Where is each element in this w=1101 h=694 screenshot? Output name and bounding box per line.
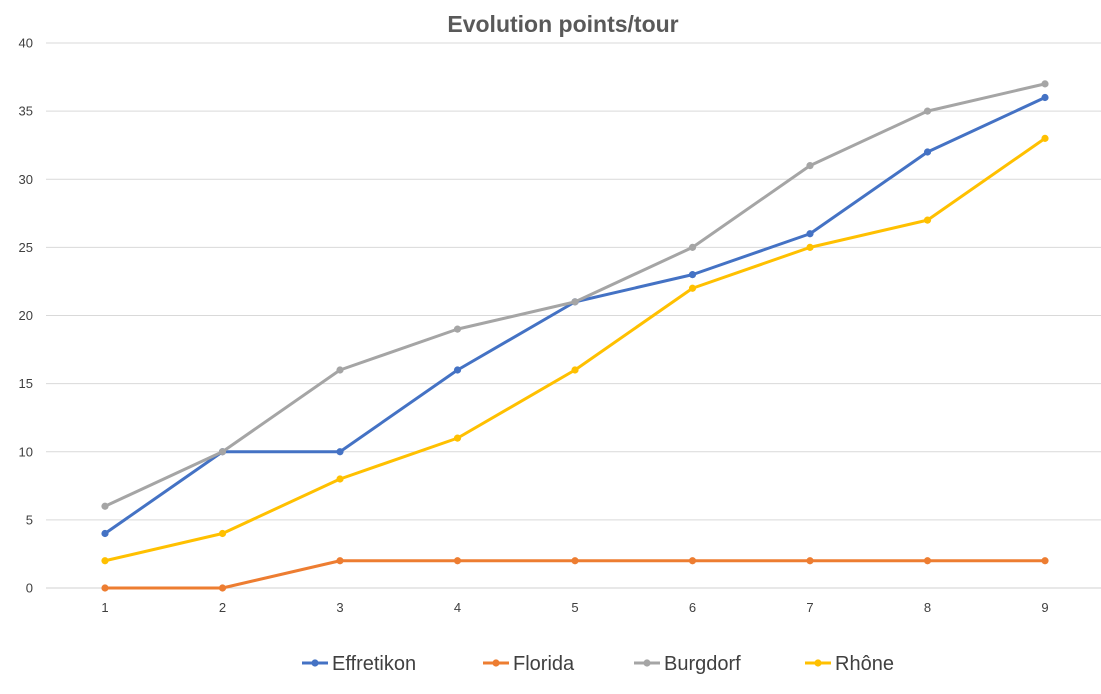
legend-label: Burgdorf [664,653,741,675]
legend-item-florida: Florida [483,653,575,675]
data-point [571,298,579,306]
y-tick-label: 25 [19,240,33,255]
data-point [571,366,579,374]
series-rh-ne [101,134,1049,565]
data-point [1041,93,1049,102]
legend-label: Florida [513,653,575,675]
x-tick-label: 4 [454,600,461,615]
data-point [923,557,932,565]
series-burgdorf [101,80,1049,510]
x-tick-label: 1 [101,600,108,615]
data-point [923,107,932,115]
legend-swatch-marker [814,659,822,667]
data-point [101,584,109,592]
x-tick-label: 6 [689,600,696,615]
data-point [688,284,697,292]
series-lines [101,80,1049,592]
x-axis: 1 2 3 4 5 6 7 8 9 [101,600,1048,615]
data-point [336,475,344,483]
data-point [218,584,227,592]
x-tick-label: 3 [336,600,343,615]
data-point [218,529,227,538]
data-point [101,529,109,538]
data-point [806,230,814,238]
legend-label: Rhône [835,653,894,675]
data-point [1041,80,1049,88]
legend-item-effretikon: Effretikon [302,653,416,675]
data-point [806,162,814,170]
y-tick-label: 30 [19,172,33,187]
data-point [453,325,462,333]
y-tick-label: 15 [19,376,33,391]
data-point [688,243,697,251]
y-tick-label: 20 [19,308,33,323]
legend: Effretikon Florida Burgdorf Rhône [302,653,894,675]
series-florida [101,557,1049,592]
data-point [336,557,344,565]
y-tick-label: 35 [19,104,33,119]
data-point [923,216,932,224]
legend-label: Effretikon [332,653,416,675]
data-point [101,502,109,510]
x-tick-label: 2 [219,600,226,615]
data-point [688,557,697,565]
data-point [101,557,109,565]
x-tick-label: 8 [924,600,931,615]
y-tick-label: 0 [26,581,33,596]
legend-item-rh-ne: Rhône [805,653,894,675]
legend-swatch-marker [643,659,651,667]
data-point [336,448,344,456]
chart-title: Evolution points/tour [447,11,678,37]
data-point [453,557,462,565]
y-tick-label: 10 [19,444,33,459]
data-point [336,366,344,374]
data-point [923,148,932,156]
y-tick-label: 5 [26,512,33,527]
data-point [453,366,462,374]
data-point [571,557,579,565]
legend-swatch-marker [311,659,319,667]
data-point [453,434,462,442]
series-line [103,82,1047,508]
y-tick-label: 40 [19,36,33,51]
data-point [688,271,697,279]
x-tick-label: 9 [1041,600,1048,615]
gridlines [46,42,1101,589]
legend-item-burgdorf: Burgdorf [634,653,741,675]
data-point [806,557,814,565]
x-tick-label: 7 [806,600,813,615]
series-line [103,136,1047,563]
data-point [806,243,814,251]
x-tick-label: 5 [571,600,578,615]
data-point [1041,557,1049,565]
legend-swatch-marker [492,659,500,667]
series-line [103,559,1047,590]
data-point [218,448,227,456]
y-axis: 0 5 10 15 20 25 30 35 40 [19,36,33,596]
data-point [1041,134,1049,142]
